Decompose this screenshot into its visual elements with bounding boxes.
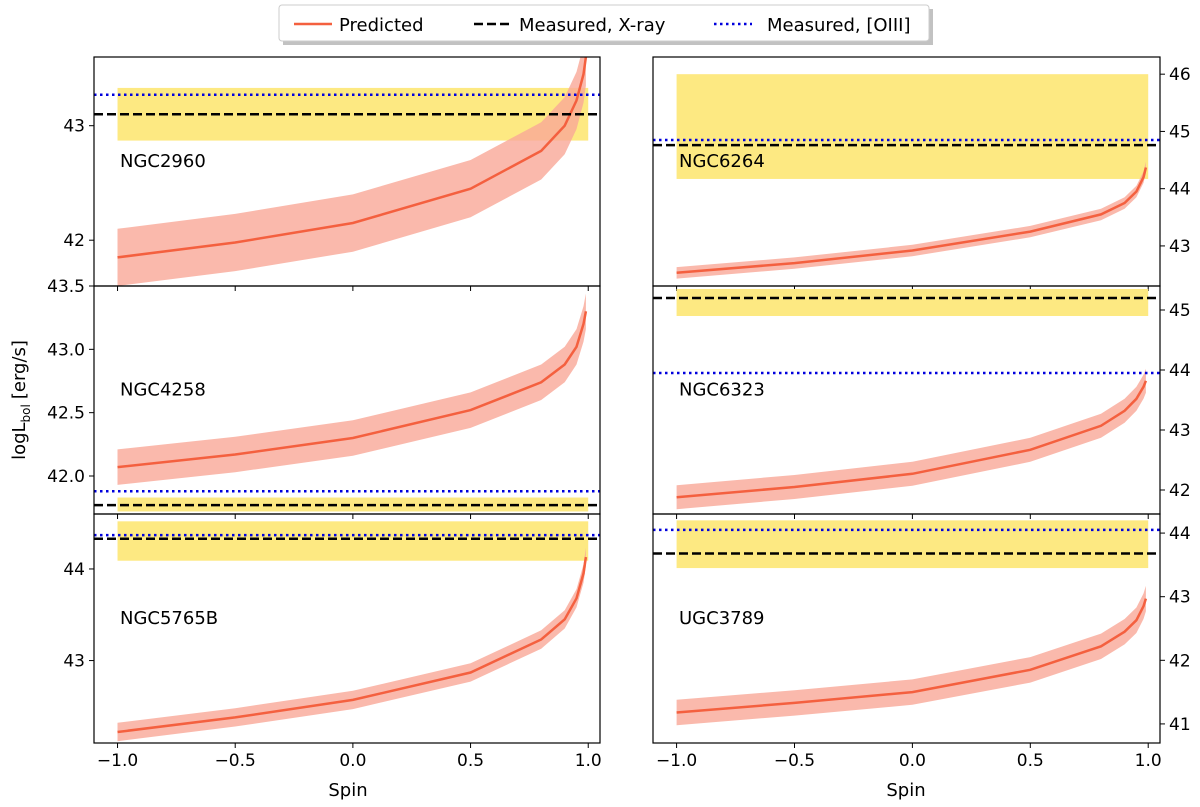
predicted-line [117,311,588,469]
y-tick-label: 44 [1169,361,1191,381]
x-tick-label: −1.0 [97,751,138,771]
y-tick-label: 42.0 [47,467,85,487]
plot-area [653,520,1160,726]
y-tick-label: 42 [63,231,85,251]
y-tick-label: 45 [1169,301,1191,321]
plot-area [94,57,600,286]
y-tick-label: 46 [1169,65,1191,85]
panel-ngc6323: NGC6323 42 43 44 45 [652,285,1191,519]
predicted-line [676,167,1148,275]
predicted-line [676,598,1148,714]
x-tick-label: −0.5 [774,751,815,771]
x-tick-label: 0.0 [899,751,926,771]
galaxy-name-label: NGC6264 [679,151,765,172]
x-tick-label: 1.0 [1135,751,1162,771]
measured-band [117,497,589,512]
x-axis-label-right: Spin [886,780,925,801]
x-tick-label: 1.0 [575,751,602,771]
measured-band [117,521,589,561]
galaxy-name-label: NGC4258 [120,379,206,400]
y-tick-label: 42 [1169,651,1191,671]
x-axis-label-left: Spin [328,780,367,801]
panel-frame [93,513,601,744]
y-tick-label: 43.0 [47,340,85,360]
legend-predicted-label: Predicted [339,15,424,36]
x-tick-label: −1.0 [656,751,697,771]
plot-area [653,289,1160,510]
predicted-band [117,57,586,286]
y-tick-label: 45 [1169,122,1191,142]
predicted-line [117,57,588,259]
x-tick-label: 0.5 [457,751,484,771]
measured-band [676,289,1149,316]
galaxy-name-label: UGC3789 [679,608,765,629]
y-tick-label: 43 [63,117,85,137]
y-tick-label: 43 [1169,237,1191,257]
panel-ngc4258: NGC4258 42.0 42.5 43.0 43.5 [47,277,601,519]
predicted-line [117,556,588,734]
y-tick-label: 42 [1169,481,1191,501]
galaxy-name-label: NGC2960 [120,151,206,172]
y-axis-label: logLbol[erg/s] [9,340,33,460]
legend-frame [278,4,930,42]
y-tick-label: 43 [1169,588,1191,608]
y-tick-label: 43 [1169,421,1191,441]
plot-area [94,521,600,742]
measured-band [676,520,1149,569]
y-tick-label: 43.5 [47,277,85,297]
measured-band [117,87,589,141]
x-tick-label: 0.0 [339,751,366,771]
predicted-band [676,368,1146,510]
x-tick-label: −0.5 [215,751,256,771]
predicted-band [117,293,586,485]
plot-area [94,293,600,512]
y-tick-label: 41 [1169,715,1191,735]
legend: Predicted Measured, X-ray Measured, [OII… [278,4,933,45]
y-tick-label: 44 [63,560,85,580]
panels: NGC2960 42 43 NGC6264 43 44 45 46 NGC4258 42.0 42.… [47,56,1191,771]
legend-oiii-label: Measured, [OIII] [767,15,911,36]
panel-ugc3789: UGC3789 41 42 43 44 −1.0 −0.5 0.0 0.5 1.0 [652,513,1191,771]
panel-ngc2960: NGC2960 42 43 [63,56,601,291]
measured-band [676,74,1149,179]
panel-ngc5765b: NGC5765B 43 44 −1.0 −0.5 0.0 0.5 1.0 [63,513,602,771]
galaxy-name-label: NGC6323 [679,379,765,400]
x-tick-label: 0.5 [1017,751,1044,771]
predicted-line [676,380,1148,499]
panel-ngc6264: NGC6264 43 44 45 46 [652,56,1191,291]
panel-frame [652,513,1161,744]
predicted-band [676,161,1146,279]
galaxy-name-label: NGC5765B [120,608,218,629]
y-tick-label: 43 [63,652,85,672]
plot-area [653,74,1160,279]
y-tick-label: 42.5 [47,404,85,424]
y-tick-label: 44 [1169,180,1191,200]
legend-xray-label: Measured, X-ray [519,15,666,36]
y-tick-label: 44 [1169,524,1191,544]
predicted-band [117,547,586,742]
predicted-band [676,585,1146,726]
